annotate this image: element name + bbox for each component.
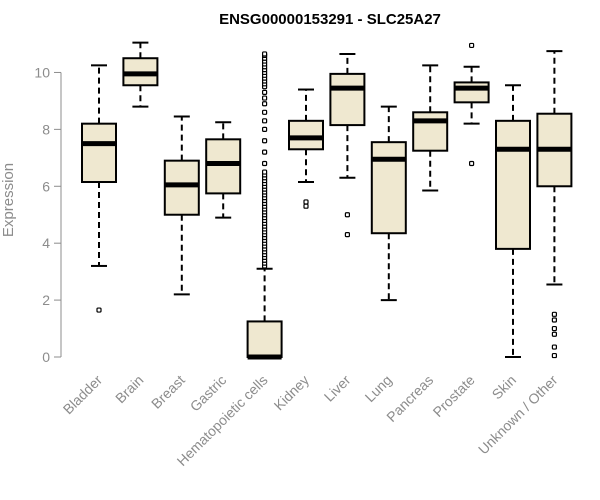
box-iqr: [288, 119, 324, 151]
y-tick-label: 2: [42, 292, 50, 308]
box-iqr: [412, 111, 449, 152]
x-tick-label: Unknown / Other: [475, 372, 561, 458]
box-iqr: [495, 119, 531, 250]
box-group-brain: [122, 41, 159, 108]
box-group-bladder: [81, 64, 117, 313]
box-group-breast: [163, 115, 200, 296]
boxes-layer: [81, 41, 573, 360]
box-iqr: [163, 159, 200, 216]
outlier-point: [262, 160, 268, 167]
outlier-point: [469, 42, 475, 49]
outlier-point: [551, 325, 558, 332]
x-tick-label: Kidney: [271, 372, 313, 414]
outlier-point: [262, 169, 268, 175]
box-iqr: [329, 72, 366, 127]
outlier-point: [551, 311, 558, 317]
x-tick-label: Bladder: [60, 372, 106, 418]
x-tick-label: Brain: [112, 372, 146, 406]
outlier-point: [551, 317, 558, 323]
box-group-unknown-other: [536, 50, 573, 359]
outlier-point: [344, 232, 350, 238]
x-tick-label: Breast: [148, 372, 188, 412]
y-tick-label: 4: [42, 235, 50, 251]
outlier-point: [262, 95, 268, 101]
x-tick-label: Liver: [321, 372, 354, 405]
x-tick-label: Lung: [362, 372, 395, 405]
y-tick-label: 6: [42, 178, 50, 194]
y-tick-label: 8: [42, 121, 50, 137]
box-iqr: [81, 122, 117, 184]
box-group-skin: [495, 84, 531, 358]
outlier-point: [262, 89, 268, 95]
box-group-hematopoietic-cells: [246, 51, 283, 360]
outlier-point: [262, 118, 268, 124]
outlier-point: [551, 352, 558, 359]
box-group-kidney: [288, 88, 324, 209]
outlier-point: [303, 203, 309, 209]
box-iqr: [370, 141, 407, 235]
box-iqr: [453, 81, 490, 104]
box-group-pancreas: [412, 64, 449, 192]
y-tick-label: 0: [42, 349, 50, 365]
outlier-point: [262, 101, 268, 107]
outlier-point: [551, 344, 558, 350]
box-group-gastric: [205, 121, 242, 219]
box-iqr: [205, 138, 242, 195]
y-axis-label: Expression: [0, 163, 17, 237]
outlier-point: [344, 212, 350, 218]
outlier-point: [262, 138, 268, 144]
outlier-point: [469, 160, 475, 167]
outlier-point: [262, 51, 268, 57]
y-tick-label: 10: [34, 64, 50, 80]
x-tick-label: Prostate: [430, 372, 478, 420]
box-group-prostate: [453, 42, 490, 167]
chart-title: ENSG00000153291 - SLC25A27: [219, 11, 441, 28]
outlier-point: [262, 109, 268, 115]
box-group-lung: [370, 105, 407, 302]
outlier-point: [262, 126, 268, 132]
x-tick-label: Skin: [489, 372, 520, 403]
box-iqr: [246, 320, 283, 359]
y-axis: 0 2 4 6 8 10: [34, 64, 62, 365]
outlier-point: [262, 149, 268, 155]
outlier-point: [551, 331, 558, 337]
box-group-liver: [329, 52, 366, 238]
outlier-point: [303, 199, 309, 205]
outlier-point: [96, 307, 102, 313]
